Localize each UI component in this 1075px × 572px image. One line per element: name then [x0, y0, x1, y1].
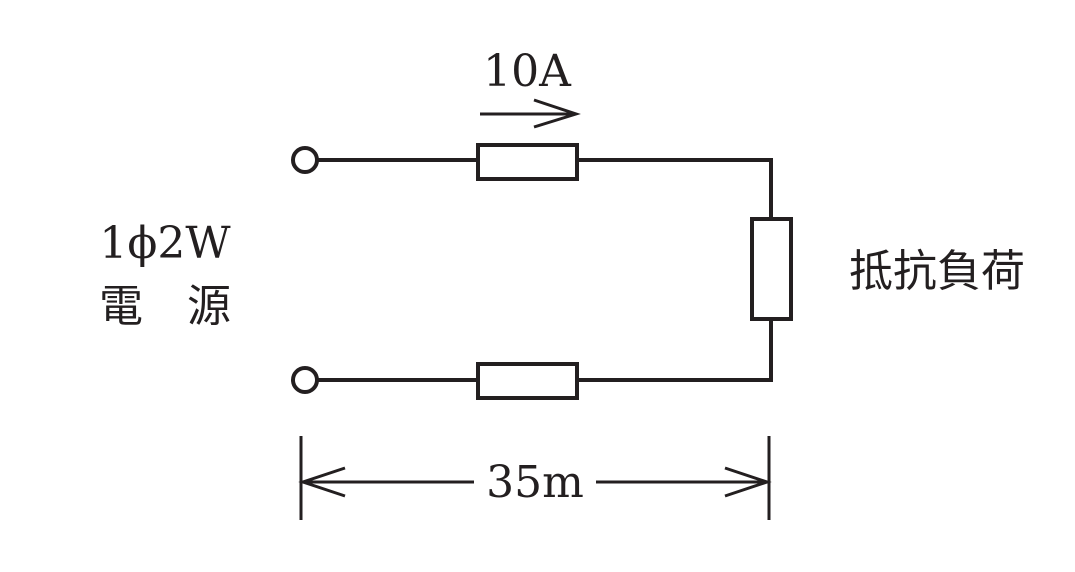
top-line-resistor — [476, 143, 579, 181]
load-label: 抵抗負荷 — [849, 246, 1025, 297]
current-label: 10A — [483, 46, 572, 97]
distance-label: 35m — [486, 457, 584, 508]
bottom-line-resistor — [476, 362, 579, 400]
source-phase-label: 1ϕ2W — [99, 218, 231, 269]
source-label: 電 源 — [99, 281, 231, 332]
load-resistor — [750, 217, 793, 321]
top-conductor — [318, 143, 771, 181]
bottom-conductor — [318, 362, 771, 400]
top-terminal — [291, 146, 319, 174]
bottom-terminal — [291, 366, 319, 394]
distance-dimension — [298, 436, 772, 520]
current-direction-arrow — [480, 98, 581, 129]
load-branch — [750, 158, 793, 382]
